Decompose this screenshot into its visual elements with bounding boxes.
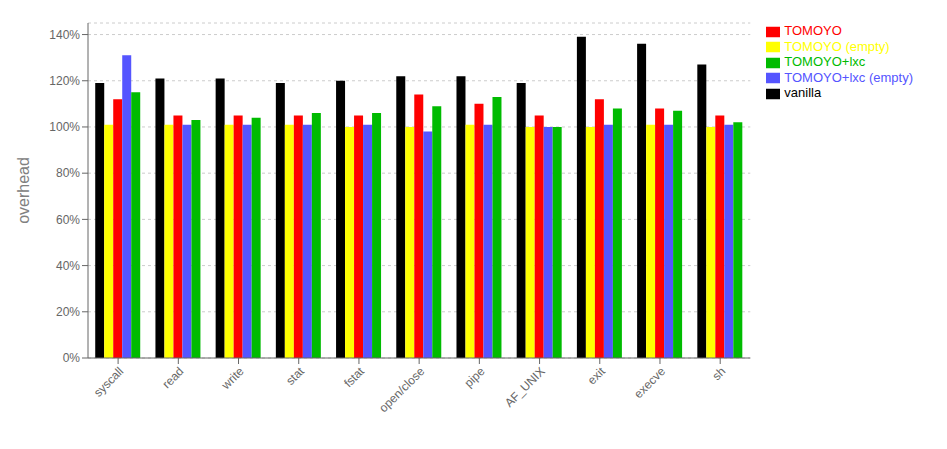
svg-text:80%: 80% — [56, 166, 80, 180]
svg-text:AF_UNIX: AF_UNIX — [502, 364, 548, 410]
svg-text:fstat: fstat — [341, 364, 367, 390]
html-text:TOMOYO: TOMOYO — [784, 23, 842, 38]
html-text:TOMOYO+lxc: TOMOYO+lxc — [784, 54, 866, 70]
html-text:vanilla: vanilla — [784, 85, 822, 101]
svg-text:pipe: pipe — [462, 364, 488, 390]
svg-text:overhead: overhead — [15, 157, 32, 224]
svg-text:execve: execve — [631, 364, 668, 401]
svg-text:sh: sh — [709, 364, 728, 383]
html-text:TOMOYO+lxc (empty): TOMOYO+lxc (empty) — [784, 69, 913, 85]
html-text:TOMOYO (empty): TOMOYO (empty) — [784, 38, 890, 54]
svg-text:40%: 40% — [56, 259, 80, 273]
svg-text:syscall: syscall — [91, 364, 126, 399]
svg-text:140%: 140% — [49, 28, 80, 42]
svg-text:60%: 60% — [56, 213, 80, 227]
svg-text:stat: stat — [283, 364, 307, 388]
svg-text:read: read — [160, 364, 187, 391]
svg-text:0%: 0% — [63, 351, 81, 365]
svg-text:write: write — [218, 364, 247, 393]
svg-text:120%: 120% — [49, 74, 80, 88]
svg-text:20%: 20% — [56, 305, 80, 319]
svg-text:100%: 100% — [49, 120, 80, 134]
svg-text:open/close: open/close — [376, 364, 427, 415]
svg-text:exit: exit — [585, 364, 609, 388]
